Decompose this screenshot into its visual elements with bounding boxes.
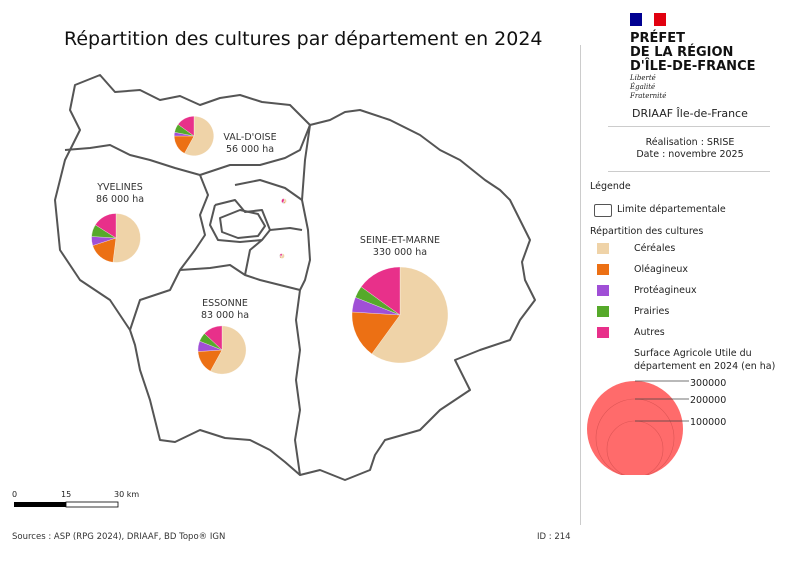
org-name: DRIAAF Île-de-France: [632, 107, 748, 120]
pie-val-d-oise-slice-autres: [177, 116, 195, 137]
region-outline: [54, 74, 536, 481]
size-label: 100000: [690, 417, 727, 428]
legend-size-title: Surface Agricole Utile du département en…: [634, 348, 776, 372]
pie-essonne-slice-autres: [204, 325, 223, 351]
legend-label: Oléagineux: [634, 264, 688, 275]
label-val-doise: VAL-D'OISE 56 000 ha: [210, 132, 290, 156]
pie-seine-et-marne-slice-autres: [360, 266, 401, 316]
pref-line: DE LA RÉGION: [630, 45, 734, 60]
marianne-logo: [630, 13, 666, 26]
boundary-petite-couronne: [209, 179, 303, 276]
map-title: Répartition des cultures par département…: [64, 28, 543, 50]
pie-charts: [91, 116, 449, 375]
pref-line: PRÉFET: [630, 31, 686, 46]
scale-tick: 0: [12, 490, 18, 499]
size-label: 200000: [690, 395, 727, 406]
pie-yvelines-slice-céréales: [112, 213, 141, 263]
scale-tick: 15: [61, 490, 72, 499]
pref-line: D'ÎLE-DE-FRANCE: [630, 59, 756, 74]
map-canvas: [14, 74, 536, 508]
scale-tick: 30 km: [114, 490, 140, 499]
sources: Sources : ASP (RPG 2024), DRIAAF, BD Top…: [12, 532, 226, 542]
dept-sau: 83 000 ha: [200, 310, 250, 321]
pie-essonne-slice-céréales: [210, 325, 247, 375]
legend-label: Protéagineux: [634, 285, 697, 296]
boundary-yvelines-east: [129, 174, 209, 331]
legend-swatch: [597, 264, 609, 275]
devise-line: Fraternité: [630, 92, 667, 100]
boundary-val-doise: [64, 124, 311, 176]
scale-bar-black: [14, 502, 66, 507]
scale-bar: [14, 501, 119, 508]
legend-swatch: [597, 306, 609, 317]
dept-name: VAL-D'OISE: [223, 132, 277, 143]
boundary-paris: [219, 209, 266, 239]
size-legend: [587, 380, 689, 475]
divider: [608, 126, 770, 127]
legend-boundary-label: Limite départementale: [617, 204, 726, 215]
legend-label: Prairies: [634, 306, 670, 317]
legend-label: Autres: [634, 327, 665, 338]
size-circle-300000: [587, 381, 683, 475]
scale-bar-white: [65, 501, 119, 508]
legend-swatch: [597, 327, 609, 338]
boundary-swatch: [594, 204, 612, 217]
legend-swatch: [597, 285, 609, 296]
label-yvelines: YVELINES 86 000 ha: [80, 182, 160, 206]
legend-swatch: [597, 243, 609, 254]
devise-line: Égalité: [630, 83, 656, 91]
prefecture-name: PRÉFET DE LA RÉGION D'ÎLE-DE-FRANCE: [630, 32, 756, 74]
legend-cultures-title: Répartition des cultures: [590, 226, 704, 237]
pie-val-d-oise-slice-céréales: [184, 116, 214, 156]
divider: [608, 171, 770, 172]
devise: Liberté Égalité Fraternité: [630, 74, 666, 101]
label-essonne: ESSONNE 83 000 ha: [185, 298, 265, 322]
dept-name: ESSONNE: [202, 298, 248, 309]
pie-seine-et-marne-slice-céréales: [371, 266, 449, 364]
devise-line: Liberté: [630, 74, 656, 82]
dept-sau: 86 000 ha: [95, 194, 145, 205]
label-seine-et-marne: SEINE-ET-MARNE 330 000 ha: [345, 235, 455, 259]
realisation: Réalisation : SRISE: [645, 137, 735, 148]
dept-sau: 330 000 ha: [372, 247, 428, 258]
dept-name: YVELINES: [97, 182, 143, 193]
pie-small-south-slice-autres: [279, 253, 283, 257]
dept-name: SEINE-ET-MARNE: [359, 235, 441, 246]
date: Date : novembre 2025: [636, 149, 744, 160]
divider: [580, 45, 581, 525]
legend-label: Céréales: [634, 243, 676, 254]
legend-title: Légende: [590, 181, 631, 192]
size-label: 300000: [690, 378, 727, 389]
boundary-seine-et-marne: [294, 124, 311, 476]
map-id: ID : 214: [537, 532, 571, 542]
boundary-essonne-north: [179, 264, 301, 291]
pie-seine-et-marne-slice-oléagineux: [351, 311, 401, 355]
pie-small-north-slice-autres: [281, 198, 285, 204]
dept-sau: 56 000 ha: [225, 144, 275, 155]
